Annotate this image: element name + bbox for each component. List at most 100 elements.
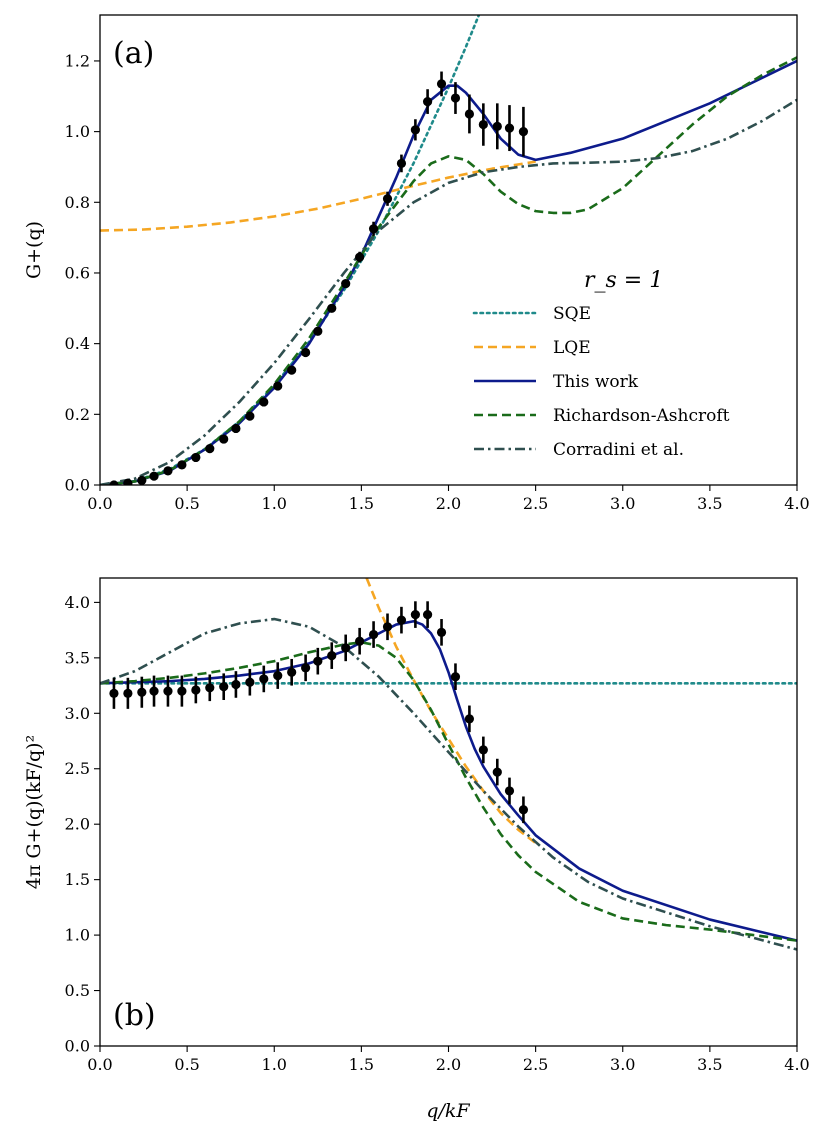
y-tick-label: 1.0 bbox=[65, 926, 90, 945]
data-point bbox=[123, 478, 133, 485]
panel-b-y-tick: 3.0 bbox=[65, 704, 100, 723]
panel-a-y-tick: 0.2 bbox=[65, 405, 100, 424]
data-point bbox=[219, 434, 229, 444]
y-tick-label: 3.0 bbox=[65, 704, 90, 723]
panel-a-x-tick: 3.0 bbox=[610, 485, 635, 513]
data-point bbox=[422, 89, 433, 114]
data-marker bbox=[287, 667, 297, 677]
data-marker bbox=[191, 685, 201, 695]
data-marker bbox=[245, 677, 255, 687]
x-tick-label: 3.0 bbox=[610, 494, 635, 513]
y-tick-label: 2.5 bbox=[65, 759, 90, 778]
panel-a-x-tick: 4.0 bbox=[784, 485, 810, 513]
data-marker bbox=[219, 682, 229, 692]
x-tick-label: 1.5 bbox=[349, 494, 374, 513]
panel-b-y-ticks: 0.0 0.5 1.0 1.5 2.0 2.5 3.0 3.5 4.0 bbox=[65, 593, 100, 1056]
x-tick-label: 3.5 bbox=[697, 494, 722, 513]
data-point bbox=[492, 758, 502, 786]
data-marker bbox=[382, 194, 393, 204]
data-point bbox=[177, 675, 187, 707]
data-marker bbox=[219, 434, 229, 444]
data-point bbox=[163, 675, 173, 707]
series-richardson-ashcroft-line bbox=[100, 641, 797, 942]
panel-b-y-tick: 4.0 bbox=[65, 593, 100, 612]
x-tick-label: 2.5 bbox=[523, 1055, 548, 1074]
data-point bbox=[313, 326, 323, 336]
panel-b-label: (b) bbox=[113, 998, 156, 1033]
y-tick-label: 0.4 bbox=[65, 334, 90, 353]
data-marker bbox=[518, 127, 529, 137]
data-marker bbox=[137, 687, 147, 697]
x-tick-label: 2.0 bbox=[436, 494, 461, 513]
data-point bbox=[436, 71, 447, 97]
data-marker bbox=[410, 125, 420, 135]
data-marker bbox=[436, 627, 447, 637]
panel-a-x-tick: 1.5 bbox=[349, 485, 374, 513]
data-point bbox=[492, 103, 502, 150]
data-marker bbox=[368, 629, 379, 640]
data-point bbox=[219, 673, 229, 700]
y-tick-label: 3.5 bbox=[65, 648, 90, 667]
x-tick-label: 0.0 bbox=[87, 1055, 112, 1074]
panel-b-y-tick: 1.5 bbox=[65, 870, 100, 889]
rs-annotation-text: r_s = 1 bbox=[584, 268, 663, 293]
legend-label: This work bbox=[553, 372, 639, 392]
x-tick-label: 4.0 bbox=[784, 1055, 809, 1074]
panel-a-y-tick: 0.6 bbox=[65, 263, 100, 282]
data-point bbox=[504, 777, 515, 805]
y-tick-label: 4.0 bbox=[65, 593, 90, 612]
data-point bbox=[301, 347, 311, 358]
data-point bbox=[518, 796, 529, 824]
data-marker bbox=[177, 460, 187, 470]
data-marker bbox=[382, 622, 393, 632]
data-point bbox=[301, 654, 311, 682]
series-lqe-line bbox=[100, 160, 536, 232]
legend-entry-corradini-et-al: Corradini et al. bbox=[474, 440, 684, 460]
data-point bbox=[450, 82, 461, 114]
legend-label: Richardson-Ashcroft bbox=[553, 406, 730, 426]
panel-a-x-tick: 1.0 bbox=[262, 485, 287, 513]
data-point bbox=[109, 480, 119, 485]
data-marker bbox=[177, 686, 187, 696]
series-corradini-et-al-line bbox=[100, 617, 797, 951]
data-point bbox=[368, 221, 379, 236]
data-point bbox=[177, 460, 187, 470]
data-point bbox=[273, 662, 283, 689]
panel-a-x-tick: 2.0 bbox=[436, 485, 461, 513]
data-point bbox=[422, 601, 433, 628]
data-marker bbox=[355, 252, 365, 262]
data-marker bbox=[478, 745, 488, 755]
x-tick-label: 1.0 bbox=[262, 1055, 287, 1074]
y-tick-label: 1.2 bbox=[65, 51, 90, 70]
data-point bbox=[123, 677, 133, 709]
x-tick-label: 2.5 bbox=[523, 494, 548, 513]
data-point bbox=[341, 634, 351, 662]
panel-b: 0.0 0.5 1.0 1.5 2.0 2.5 3.0 3.5 4.0 0.0 0.5 1.0 1.5… bbox=[23, 577, 810, 1122]
y-tick-label: 1.0 bbox=[65, 122, 90, 141]
data-point bbox=[231, 423, 241, 434]
data-marker bbox=[492, 767, 502, 777]
data-point bbox=[259, 665, 269, 693]
data-marker bbox=[313, 656, 323, 666]
data-marker bbox=[149, 471, 159, 481]
series-lqe-line bbox=[365, 578, 537, 845]
data-marker bbox=[273, 670, 283, 681]
legend-entry-richardson-ashcroft: Richardson-Ashcroft bbox=[474, 406, 730, 426]
y-tick-label: 0.8 bbox=[65, 193, 90, 212]
y-tick-label: 0.0 bbox=[65, 1037, 90, 1056]
data-marker bbox=[396, 158, 407, 169]
data-marker bbox=[341, 278, 351, 289]
data-marker bbox=[287, 365, 297, 375]
x-tick-label: 3.5 bbox=[697, 1055, 722, 1074]
data-marker bbox=[149, 686, 159, 696]
legend-entry-this-work: This work bbox=[474, 372, 639, 392]
data-marker bbox=[191, 452, 201, 463]
panel-b-x-tick: 1.0 bbox=[262, 1046, 287, 1074]
data-point bbox=[410, 601, 420, 628]
panel-b-data-points bbox=[109, 601, 529, 824]
data-marker bbox=[410, 609, 420, 620]
legend-entry-lqe: LQE bbox=[474, 338, 591, 358]
panel-a-y-axis-label: G+(q) bbox=[23, 221, 45, 279]
data-point bbox=[191, 676, 201, 704]
x-tick-label: 2.0 bbox=[436, 1055, 461, 1074]
